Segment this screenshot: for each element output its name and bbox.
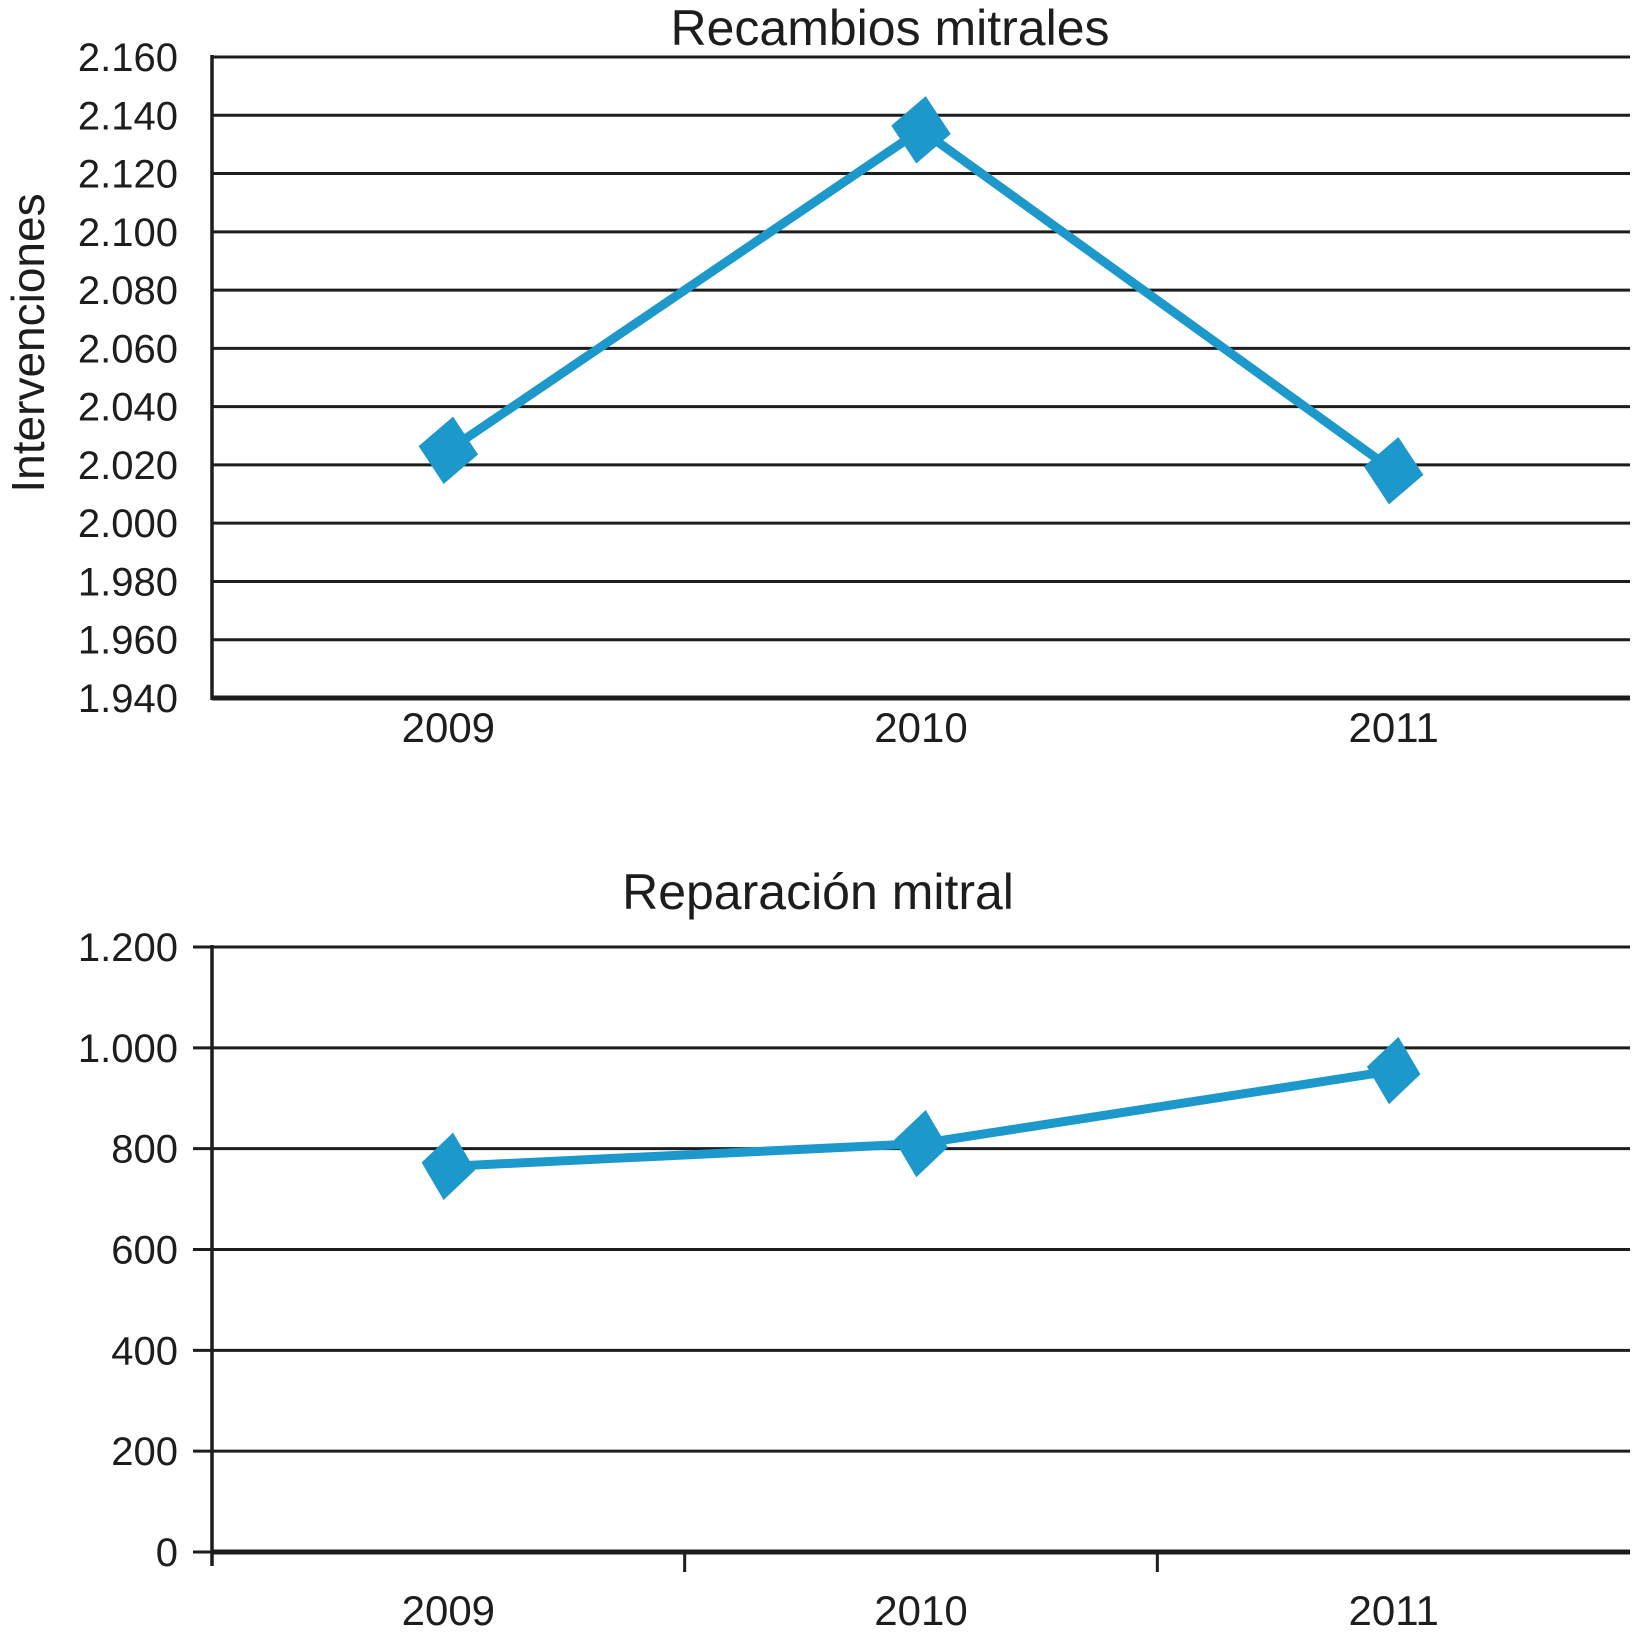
data-point-marker — [891, 96, 951, 164]
data-point-marker — [421, 1132, 476, 1200]
data-series-line — [443, 125, 1399, 476]
chart-title: Reparación mitral — [622, 864, 1014, 920]
y-tick-label: 2.060 — [78, 327, 178, 371]
y-tick-label: 2.080 — [78, 269, 178, 313]
y-tick-label: 2.160 — [78, 36, 178, 80]
data-point-marker — [894, 1109, 948, 1178]
y-tick-label: 1.980 — [78, 560, 178, 604]
chart-mitral-repairs: Reparación mitral 1.200 1.000 800 600 400 200… — [0, 820, 1638, 1638]
y-tick-label: 2.100 — [78, 211, 178, 255]
y-tick-label: 800 — [111, 1128, 178, 1172]
y-tick-label: 2.120 — [78, 153, 178, 197]
y-tick-label: 200 — [111, 1430, 178, 1474]
data-point-marker — [418, 416, 479, 485]
y-tick-label: 0 — [156, 1531, 178, 1575]
data-point-marker — [1366, 1036, 1421, 1105]
y-tick-label: 600 — [111, 1229, 178, 1273]
x-category-label: 2010 — [874, 1587, 967, 1634]
x-category-label: 2009 — [402, 1587, 495, 1634]
y-tick-label: 400 — [111, 1329, 178, 1373]
y-tick-label: 1.000 — [78, 1027, 178, 1071]
y-tick-label: 1.200 — [78, 926, 178, 970]
y-tick-label: 1.940 — [78, 677, 178, 721]
x-category-label: 2009 — [402, 704, 495, 751]
x-category-label: 2011 — [1349, 1587, 1439, 1634]
y-tick-label: 1.960 — [78, 619, 178, 663]
data-point-marker — [1363, 437, 1424, 505]
x-category-label: 2010 — [874, 704, 967, 751]
y-tick-label: 2.040 — [78, 386, 178, 430]
y-tick-label: 2.140 — [78, 94, 178, 138]
mitral-replacements-plot: 2.160 2.140 2.120 2.100 2.080 2.060 2.040 2.020… — [78, 36, 1630, 751]
x-category-label: 2011 — [1349, 704, 1439, 751]
chart-title: Recambios mitrales — [670, 0, 1110, 56]
chart-mitral-replacements: Intervenciones Recambios mitrales 2.160 2… — [2, 0, 1630, 751]
y-tick-label: 2.020 — [78, 444, 178, 488]
y-tick-label: 2.000 — [78, 502, 178, 546]
mitral-repairs-plot: 1.200 1.000 800 600 400 200 0 2009 2010 2011 — [78, 926, 1630, 1634]
